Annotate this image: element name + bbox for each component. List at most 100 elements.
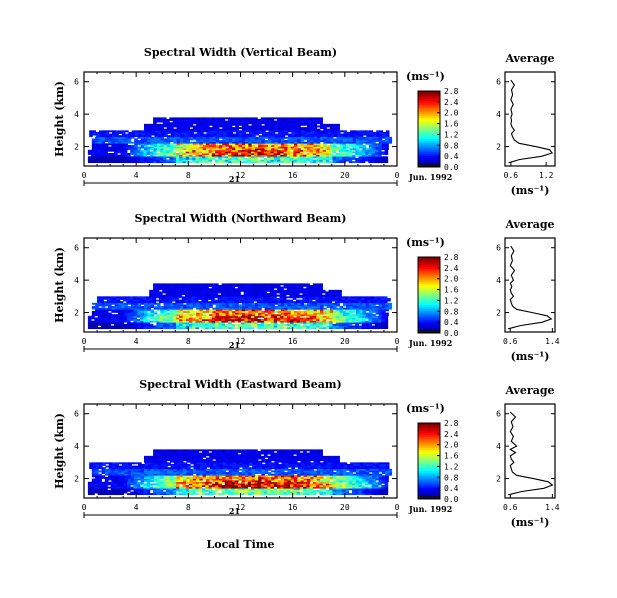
heatmap-cell	[235, 133, 240, 136]
heatmap-cell	[134, 130, 139, 133]
heatmap-cell	[307, 146, 311, 149]
heatmap-cell	[87, 157, 92, 160]
heatmap-cell	[205, 486, 209, 489]
heatmap-cell	[228, 140, 233, 142]
heatmap-cell	[273, 283, 278, 286]
heatmap-cell	[170, 123, 174, 126]
heatmap-cell	[228, 148, 233, 151]
heatmap-cell	[187, 133, 191, 136]
heatmap-cell	[251, 306, 256, 308]
heatmap-cell	[216, 131, 220, 134]
heatmap-cell	[114, 486, 118, 489]
heatmap-cell	[270, 286, 275, 289]
heatmap-cell	[241, 286, 245, 289]
heatmap-cell	[136, 322, 141, 325]
heatmap-cell	[186, 146, 190, 149]
heatmap-cell	[127, 310, 132, 313]
heatmap-cell	[310, 141, 314, 144]
heatmap-cell	[335, 488, 340, 491]
heatmap-cell	[346, 309, 350, 312]
heatmap-cell	[202, 123, 207, 126]
heatmap-cell	[195, 153, 200, 155]
heatmap-cell	[192, 314, 197, 317]
heatmap-cell	[372, 136, 376, 139]
heatmap-cell	[284, 304, 288, 307]
heatmap-cell	[382, 309, 386, 312]
x-tick-label: 0	[395, 337, 400, 346]
heatmap-cell	[149, 291, 153, 294]
heatmap-cell	[150, 306, 155, 308]
heatmap-cell	[322, 149, 327, 152]
heatmap-cell	[350, 131, 354, 134]
heatmap-cell	[198, 297, 202, 300]
heatmap-cell	[225, 144, 230, 147]
heatmap-cell	[113, 301, 117, 304]
colorbar-unit: (ms⁻¹)	[406, 236, 445, 249]
heatmap-cell	[270, 322, 275, 325]
heatmap-cell	[241, 323, 245, 326]
heatmap-cell	[280, 127, 285, 130]
heatmap-cell	[218, 314, 223, 317]
heatmap-cell	[224, 153, 229, 155]
heatmap-cell	[280, 136, 285, 139]
heatmap-cell	[209, 306, 213, 308]
heatmap-cell	[196, 146, 200, 149]
profile-title: Average	[504, 218, 554, 231]
heatmap-cell	[299, 491, 304, 494]
heatmap-cell	[117, 148, 122, 151]
heatmap-cell	[149, 289, 153, 292]
heatmap-cell	[159, 154, 164, 157]
heatmap-cell	[273, 120, 278, 123]
heatmap-cell	[366, 131, 370, 134]
heatmap-cell	[359, 302, 363, 305]
heatmap-cell	[368, 148, 373, 151]
heatmap-cell	[381, 327, 385, 330]
heatmap-cell	[368, 153, 372, 155]
heatmap-cell	[358, 320, 363, 323]
heatmap-cell	[91, 314, 96, 317]
heatmap-cell	[237, 149, 242, 152]
heatmap-cell	[263, 119, 268, 121]
colorbar-swatch	[418, 319, 440, 322]
heatmap-cell	[325, 149, 330, 152]
heatmap-cell	[95, 309, 99, 312]
heatmap-cell	[367, 297, 372, 300]
heatmap-cell	[384, 153, 389, 155]
heatmap-cell	[305, 296, 310, 299]
heatmap-cell	[355, 322, 359, 325]
heatmap-cell	[378, 306, 383, 308]
heatmap-cell	[221, 117, 226, 120]
heatmap-cell	[191, 296, 196, 299]
heatmap-cell	[153, 127, 158, 130]
heatmap-cell	[228, 493, 232, 496]
heatmap-cell	[205, 151, 209, 154]
heatmap-cell	[205, 120, 209, 123]
heatmap-cell	[286, 161, 291, 164]
heatmap-cell	[163, 143, 168, 146]
heatmap-cell	[250, 296, 254, 299]
heatmap-cell	[160, 140, 164, 142]
heatmap-cell	[145, 296, 150, 299]
heatmap-cell	[384, 157, 389, 160]
heatmap-cell	[316, 125, 321, 128]
heatmap-cell	[335, 327, 340, 330]
heatmap-cell	[278, 133, 282, 136]
heatmap-cell	[250, 294, 254, 297]
heatmap-cell	[222, 306, 226, 308]
heatmap-cell	[166, 286, 170, 289]
heatmap-cell	[221, 491, 226, 494]
heatmap-cell	[307, 307, 311, 310]
heatmap-cell	[241, 140, 246, 142]
heatmap-cell	[95, 302, 99, 305]
heatmap-cell	[280, 317, 284, 320]
heatmap-cell	[172, 491, 177, 494]
heatmap-cell	[290, 325, 294, 328]
heatmap-cell	[270, 161, 275, 164]
heatmap-cell	[257, 323, 262, 326]
heatmap-cell	[266, 294, 271, 297]
heatmap-cell	[247, 325, 252, 328]
colorbar-swatch	[418, 115, 440, 118]
heatmap-cell	[142, 296, 147, 299]
heatmap-cell	[157, 148, 161, 151]
heatmap-cell	[163, 148, 168, 151]
